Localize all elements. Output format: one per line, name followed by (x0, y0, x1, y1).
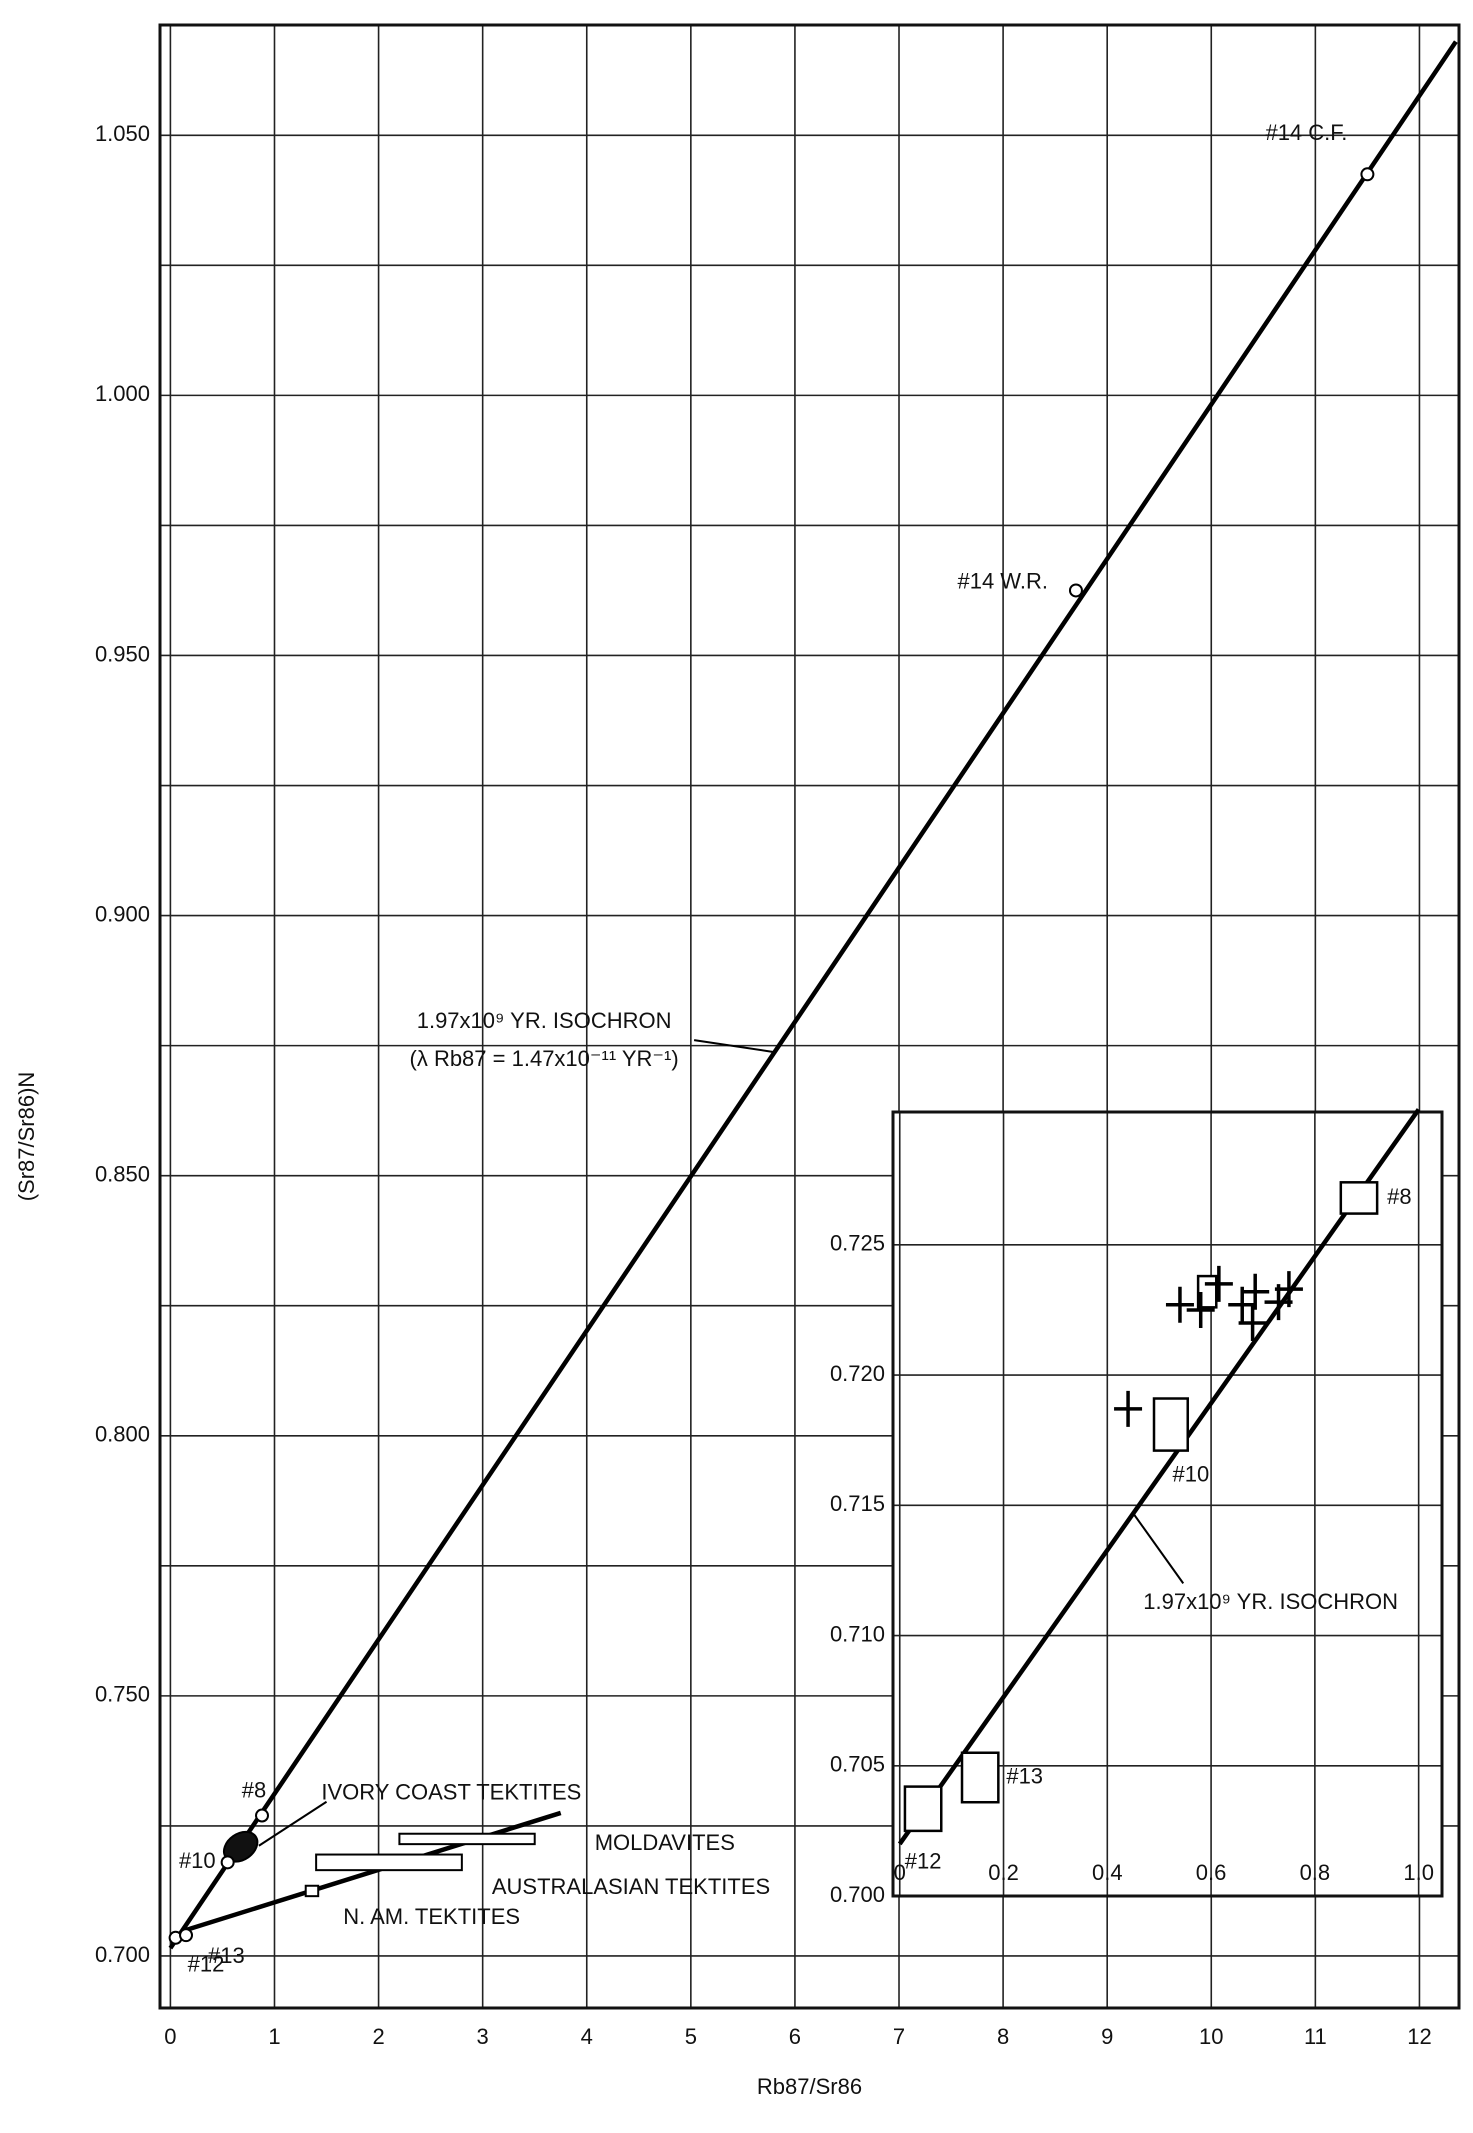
data-cross (1165, 1286, 1194, 1323)
point-label: #14 C.F. (1265, 120, 1347, 145)
data-point (220, 1855, 235, 1870)
line (185, 1810, 562, 1933)
y-tick-label: 1.050 (95, 121, 150, 146)
y-tick-label: 0.720 (830, 1361, 885, 1386)
data-box (1339, 1181, 1379, 1215)
data-point (1360, 167, 1375, 182)
annotation-arrow (693, 1039, 775, 1054)
main-chart: 0 1 2 3 4 5 6 7 8 9 10 11 120.7000.7500.8000.8500.90… (14, 23, 1461, 2099)
field-label: MOLDAVITES (595, 1830, 735, 1855)
x-tick-label: 9 (1101, 2024, 1113, 2049)
y-tick-label: 0.750 (95, 1682, 150, 1707)
data-cross (1204, 1265, 1233, 1302)
point-label: #13 (1006, 1763, 1043, 1788)
point-label: #14 W.R. (957, 568, 1047, 593)
inset-chart: 0 0.2 0.4 0.6 0.8 1.0 0.700 0.705 0.710 0.715 0.72… (830, 1108, 1444, 1907)
x-tick-label: 7 (893, 2024, 905, 2049)
x-tick-label: 0.4 (1092, 1860, 1123, 1885)
data-point (255, 1808, 270, 1823)
x-tick-label: 1.0 (1403, 1860, 1434, 1885)
y-tick-label: 0.950 (95, 641, 150, 666)
point-label: #13 (208, 1943, 245, 1968)
y-tick-label: 0.710 (830, 1621, 885, 1646)
x-tick-label: 0.6 (1196, 1860, 1227, 1885)
plot-frame (158, 23, 1461, 2010)
y-tick-label: 0.850 (95, 1161, 150, 1186)
line-label: (λ Rb87 = 1.47x10⁻¹¹ YR⁻¹) (410, 1046, 679, 1071)
annotation-arrow (258, 1800, 328, 1847)
field-label: AUSTRALASIAN TEKTITES (492, 1874, 770, 1899)
x-axis-label: Rb87/Sr86 (757, 2074, 862, 2099)
point-label: #8 (242, 1777, 266, 1802)
y-tick-label: 0.725 (830, 1231, 885, 1256)
y-tick-label: 1.000 (95, 381, 150, 406)
point-label: #12 (905, 1849, 942, 1874)
data-box (1152, 1397, 1189, 1452)
y-tick-label: 0.800 (95, 1422, 150, 1447)
plot-frame (891, 1110, 1444, 1898)
annotation-arrow (1132, 1512, 1185, 1584)
x-tick-label: 11 (1304, 2024, 1327, 2049)
x-tick-label: 8 (997, 2024, 1009, 2049)
x-tick-label: 4 (581, 2024, 593, 2049)
line-label: 1.97x10⁹ YR. ISOCHRON (417, 1008, 672, 1033)
point-label: #10 (1173, 1461, 1210, 1486)
line (168, 40, 1458, 1950)
y-axis-label: (Sr87/Sr86)N (14, 1072, 39, 1202)
y-tick-label: 0.700 (95, 1942, 150, 1967)
data-cross (1186, 1291, 1215, 1328)
point-label: #12 (188, 1952, 225, 1977)
x-tick-label: 3 (477, 2024, 489, 2049)
y-tick-label: 0.700 (830, 1882, 885, 1907)
field (304, 1884, 320, 1898)
field (315, 1853, 463, 1872)
field-label: N. AM. TEKTITES (343, 1904, 520, 1929)
y-tick-label: 0.705 (830, 1752, 885, 1777)
data-cross (1114, 1390, 1143, 1427)
y-tick-label: 0.900 (95, 901, 150, 926)
x-tick-label: 0 (164, 2024, 176, 2049)
data-box (903, 1785, 943, 1833)
data-point (1068, 583, 1083, 598)
line (897, 1108, 1421, 1846)
data-cross (1241, 1273, 1270, 1310)
data-cross (1238, 1304, 1267, 1341)
x-tick-label: 10 (1199, 2024, 1223, 2049)
x-tick-label: 6 (789, 2024, 801, 2049)
data-point (179, 1928, 194, 1943)
field-label: IVORY COAST TEKTITES (321, 1780, 581, 1805)
x-tick-label: 2 (372, 2024, 384, 2049)
field (398, 1832, 536, 1846)
x-tick-label: 0.8 (1300, 1860, 1331, 1885)
x-tick-label: 12 (1407, 2024, 1431, 2049)
data-box (960, 1751, 1000, 1804)
x-tick-label: 0.2 (988, 1860, 1019, 1885)
data-cross (1274, 1271, 1303, 1308)
x-tick-label: 1 (268, 2024, 280, 2049)
x-tick-label: 0 (894, 1860, 906, 1885)
y-tick-label: 0.715 (830, 1491, 885, 1516)
line-label: 1.97x10⁹ YR. ISOCHRON (1143, 1589, 1398, 1614)
point-label: #8 (1387, 1184, 1411, 1209)
point-label: #10 (179, 1848, 216, 1873)
x-tick-label: 5 (685, 2024, 697, 2049)
